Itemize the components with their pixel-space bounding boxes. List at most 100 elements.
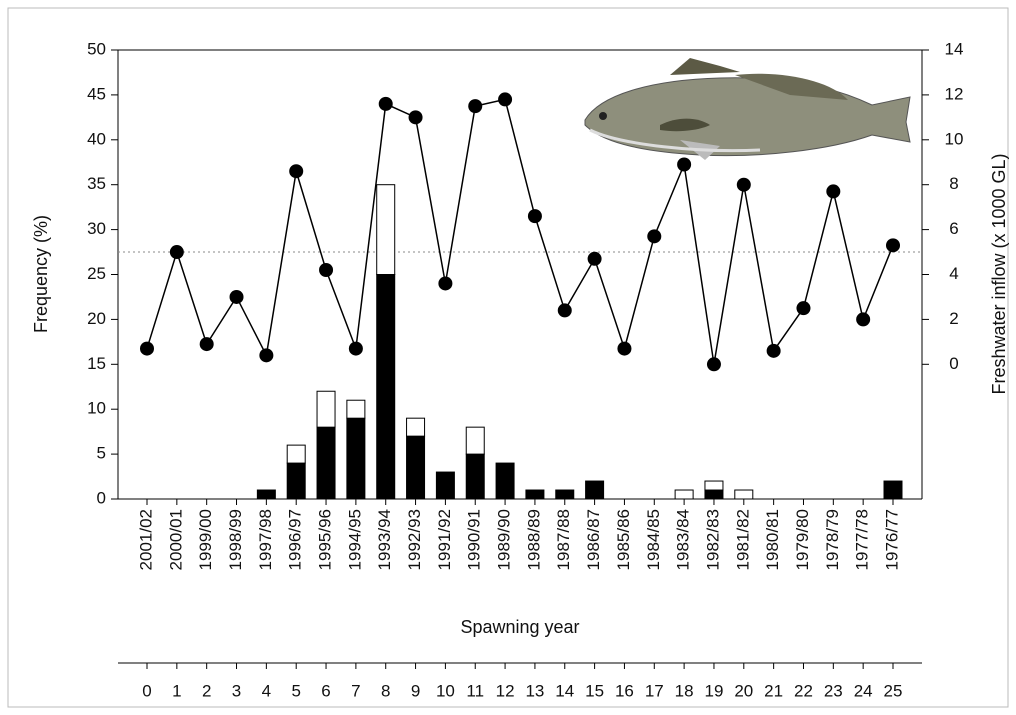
inflow-point <box>468 99 483 114</box>
bar-segment <box>376 184 396 275</box>
bar-segment <box>525 489 545 500</box>
x2-tick-label: 23 <box>824 681 843 700</box>
x2-tick-label: 8 <box>381 681 390 700</box>
inflow-point <box>766 343 781 358</box>
inflow-point <box>199 337 214 352</box>
y2-tick-label: 0 <box>949 354 958 373</box>
inflow-point <box>438 276 453 291</box>
x-tick-label: 1992/93 <box>405 509 424 570</box>
x-tick-label: 1987/88 <box>554 509 573 570</box>
x-tick-label: 1991/92 <box>435 509 454 570</box>
x-tick-label: 1999/00 <box>196 509 215 570</box>
x-tick-label: 1994/95 <box>345 509 364 570</box>
y-axis-label: Frequency (%) <box>31 215 51 333</box>
x-tick-label: 1979/80 <box>793 509 812 570</box>
inflow-point <box>706 357 721 372</box>
x-tick-label: 1980/81 <box>763 509 782 570</box>
y2-tick-label: 10 <box>945 129 964 148</box>
y-tick-label: 15 <box>87 354 106 373</box>
x2-tick-label: 14 <box>555 681 574 700</box>
bar-segment <box>883 480 903 500</box>
y-tick-label: 35 <box>87 174 106 193</box>
inflow-point <box>856 312 871 327</box>
inflow-point <box>647 229 662 244</box>
y-tick-label: 30 <box>87 219 106 238</box>
x2-tick-label: 15 <box>585 681 604 700</box>
bar-segment <box>704 480 724 491</box>
inflow-point <box>498 92 513 107</box>
y-tick-label: 0 <box>97 488 106 507</box>
x-tick-label: 1981/82 <box>733 509 752 570</box>
bar-segment <box>406 435 426 500</box>
bar-segment <box>674 489 694 500</box>
y2-tick-label: 12 <box>945 84 964 103</box>
bar-segment <box>734 489 754 500</box>
inflow-point <box>617 341 632 356</box>
x2-tick-label: 2 <box>202 681 211 700</box>
bar-segment <box>316 426 336 500</box>
fish-illustration <box>584 58 911 160</box>
inflow-point <box>348 341 363 356</box>
inflow-point <box>408 110 423 125</box>
x-tick-label: 1995/96 <box>316 509 335 570</box>
x-tick-label: 1985/86 <box>614 509 633 570</box>
inflow-point <box>557 303 572 318</box>
bar-segment <box>286 444 306 464</box>
x2-tick-label: 18 <box>675 681 694 700</box>
y-tick-label: 50 <box>87 39 106 58</box>
x2-tick-label: 17 <box>645 681 664 700</box>
x2-tick-label: 25 <box>884 681 903 700</box>
x2-tick-label: 13 <box>525 681 544 700</box>
bar-segment <box>316 390 336 428</box>
y2-tick-label: 2 <box>949 309 958 328</box>
y-tick-label: 45 <box>87 84 106 103</box>
x2-tick-label: 0 <box>142 681 151 700</box>
x-tick-label: 1997/98 <box>256 509 275 570</box>
x2-tick-label: 1 <box>172 681 181 700</box>
frame <box>7 7 1009 708</box>
y2-tick-label: 8 <box>949 174 958 193</box>
inflow-line <box>146 98 894 365</box>
y2-tick-label: 4 <box>949 264 958 283</box>
inflow-point <box>169 245 184 260</box>
inflow-point <box>527 209 542 224</box>
x-tick-label: 1990/91 <box>465 509 484 570</box>
x2-tick-label: 4 <box>262 681 271 700</box>
y2-tick-label: 14 <box>945 39 964 58</box>
x-tick-label: 1998/99 <box>226 509 245 570</box>
inflow-point <box>826 184 841 199</box>
inflow-point <box>319 263 334 278</box>
bar-segment <box>286 462 306 500</box>
inflow-point <box>140 341 154 356</box>
x2-tick-label: 10 <box>436 681 455 700</box>
y-tick-label: 20 <box>87 309 106 328</box>
inflow-point <box>677 157 692 172</box>
bar-segment <box>346 417 366 500</box>
bar-segment <box>465 453 485 500</box>
inflow-point <box>736 177 751 192</box>
x2-tick-label: 5 <box>291 681 300 700</box>
y-tick-label: 40 <box>87 129 106 148</box>
x2-tick-label: 19 <box>704 681 723 700</box>
x2-tick-label: 16 <box>615 681 634 700</box>
x-tick-label: 1978/79 <box>823 509 842 570</box>
inflow-point <box>796 301 811 316</box>
x-tick-label: 2001/02 <box>136 509 155 570</box>
x2-tick-label: 12 <box>496 681 515 700</box>
y2-axis-label: Freshwater inflow (x 1000 GL) <box>989 153 1009 394</box>
x2-tick-label: 9 <box>411 681 420 700</box>
x-tick-label: 1986/87 <box>584 509 603 570</box>
x-tick-label: 1996/97 <box>286 509 305 570</box>
bar-segment <box>406 417 426 437</box>
x-tick-label: 1977/78 <box>853 509 872 570</box>
bar-segment <box>435 471 455 500</box>
inflow-point <box>378 96 393 111</box>
x-tick-label: 1988/89 <box>524 509 543 570</box>
x2-tick-label: 21 <box>764 681 783 700</box>
bar-segment <box>555 489 575 500</box>
x2-tick-label: 7 <box>351 681 360 700</box>
x-tick-label: 2000/01 <box>166 509 185 570</box>
bar-segment <box>495 462 515 500</box>
inflow-point <box>886 238 900 253</box>
x-tick-label: 1993/94 <box>375 509 394 570</box>
